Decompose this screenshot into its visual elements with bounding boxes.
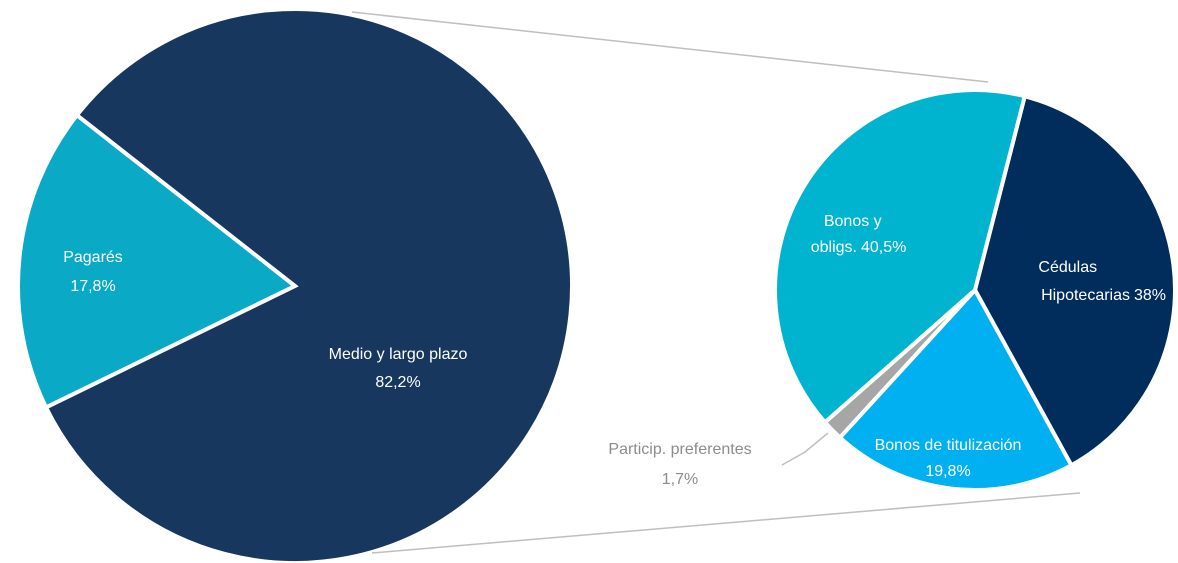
slice-label: Particip. preferentes: [608, 441, 751, 458]
slice-value-label: 17,8%: [70, 278, 115, 295]
slice-value-label: 40,5%: [861, 239, 906, 256]
slice-value-label: 19,8%: [925, 463, 970, 480]
connector-line: [371, 492, 1081, 554]
slice-value-label: 1,7%: [662, 471, 698, 488]
pie-slice: [773, 88, 1028, 426]
slice-label: Bonos y obligs.: [811, 213, 886, 256]
slice-label: Pagarés: [63, 249, 123, 266]
pie-slice: [43, 7, 574, 563]
connector-line: [351, 11, 989, 83]
pie-slice: [972, 93, 1177, 468]
slice-label-line: obligs.: [811, 239, 857, 256]
slice-label: Medio y largo plazo: [329, 346, 468, 363]
slice-label-line: Bonos y: [824, 213, 886, 230]
slice-value-label: 82,2%: [375, 374, 420, 391]
slice-label-line: Cédulas: [1038, 259, 1101, 276]
pie-slice: [16, 112, 299, 411]
slice-label: Cédulas Hipotecarias: [1038, 259, 1130, 304]
leader-line: [781, 432, 829, 466]
slice-value-label: 38%: [1134, 287, 1166, 304]
slice-label-line: Hipotecarias: [1041, 287, 1130, 304]
pie-slice: [837, 286, 1075, 492]
slice-label: Bonos de titulización: [875, 437, 1022, 454]
